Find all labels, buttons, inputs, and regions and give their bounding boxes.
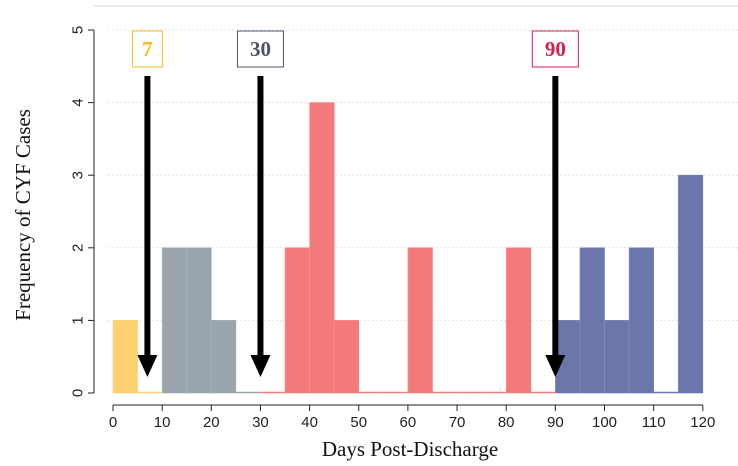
- bar-40-45: [309, 102, 335, 394]
- threshold-arrow-head-7: [137, 355, 158, 377]
- threshold-arrow-head-90: [545, 355, 566, 377]
- threshold-arrow-head-30: [250, 355, 271, 377]
- x-tick-label-100: 100: [592, 414, 617, 431]
- y-axis-title: Frequency of CYF Cases: [11, 109, 35, 321]
- threshold-annotations: 7 30 90: [131, 30, 579, 377]
- y-tick-label-4: 4: [69, 98, 86, 106]
- bar-15-20: [186, 247, 212, 394]
- bar-115-120: [677, 174, 704, 394]
- y-tick-label-3: 3: [69, 171, 86, 179]
- threshold-7: 7: [131, 30, 163, 377]
- threshold-label-7: 7: [142, 37, 153, 61]
- bar-0-5: [112, 320, 138, 394]
- threshold-label-30: 30: [250, 37, 271, 61]
- bar-35-40: [284, 247, 310, 394]
- x-tick-label-40: 40: [301, 414, 318, 431]
- x-tick-label-50: 50: [350, 414, 367, 431]
- y-tick-label-1: 1: [69, 316, 86, 324]
- threshold-label-90: 90: [545, 37, 566, 61]
- x-tick-label-70: 70: [449, 414, 466, 431]
- threshold-box-90: [531, 30, 579, 68]
- bar-95-100: [579, 247, 605, 394]
- x-tick-label-60: 60: [400, 414, 417, 431]
- y-tick-label-2: 2: [69, 244, 86, 252]
- threshold-90: 90: [531, 30, 579, 377]
- bar-100-105: [604, 320, 630, 394]
- axes: 0 10 20 30 40 50 60 70 80 90 100 110 120 0 1 2 3 4 5: [69, 26, 715, 431]
- threshold-box-30: [236, 30, 284, 68]
- bar-60-65: [407, 247, 433, 394]
- x-tick-label-30: 30: [252, 414, 269, 431]
- bar-20-25: [211, 320, 237, 394]
- bars: [112, 102, 704, 394]
- x-tick-label-110: 110: [642, 414, 666, 431]
- y-tick-label-5: 5: [69, 26, 86, 34]
- x-tick-label-120: 120: [690, 414, 715, 431]
- threshold-box-7: [131, 30, 163, 68]
- threshold-30: 30: [236, 30, 284, 377]
- bar-80-85: [505, 247, 532, 394]
- x-tick-label-20: 20: [203, 414, 220, 431]
- bar-10-15: [161, 247, 188, 394]
- y-tick-label-0: 0: [69, 389, 86, 397]
- bar-105-110: [628, 247, 654, 394]
- x-tick-label-80: 80: [498, 414, 515, 431]
- x-axis-title: Days Post-Discharge: [322, 437, 498, 461]
- bar-45-50: [333, 320, 360, 394]
- x-tick-label-10: 10: [154, 414, 171, 431]
- x-tick-label-0: 0: [109, 414, 117, 431]
- x-tick-label-90: 90: [547, 414, 564, 431]
